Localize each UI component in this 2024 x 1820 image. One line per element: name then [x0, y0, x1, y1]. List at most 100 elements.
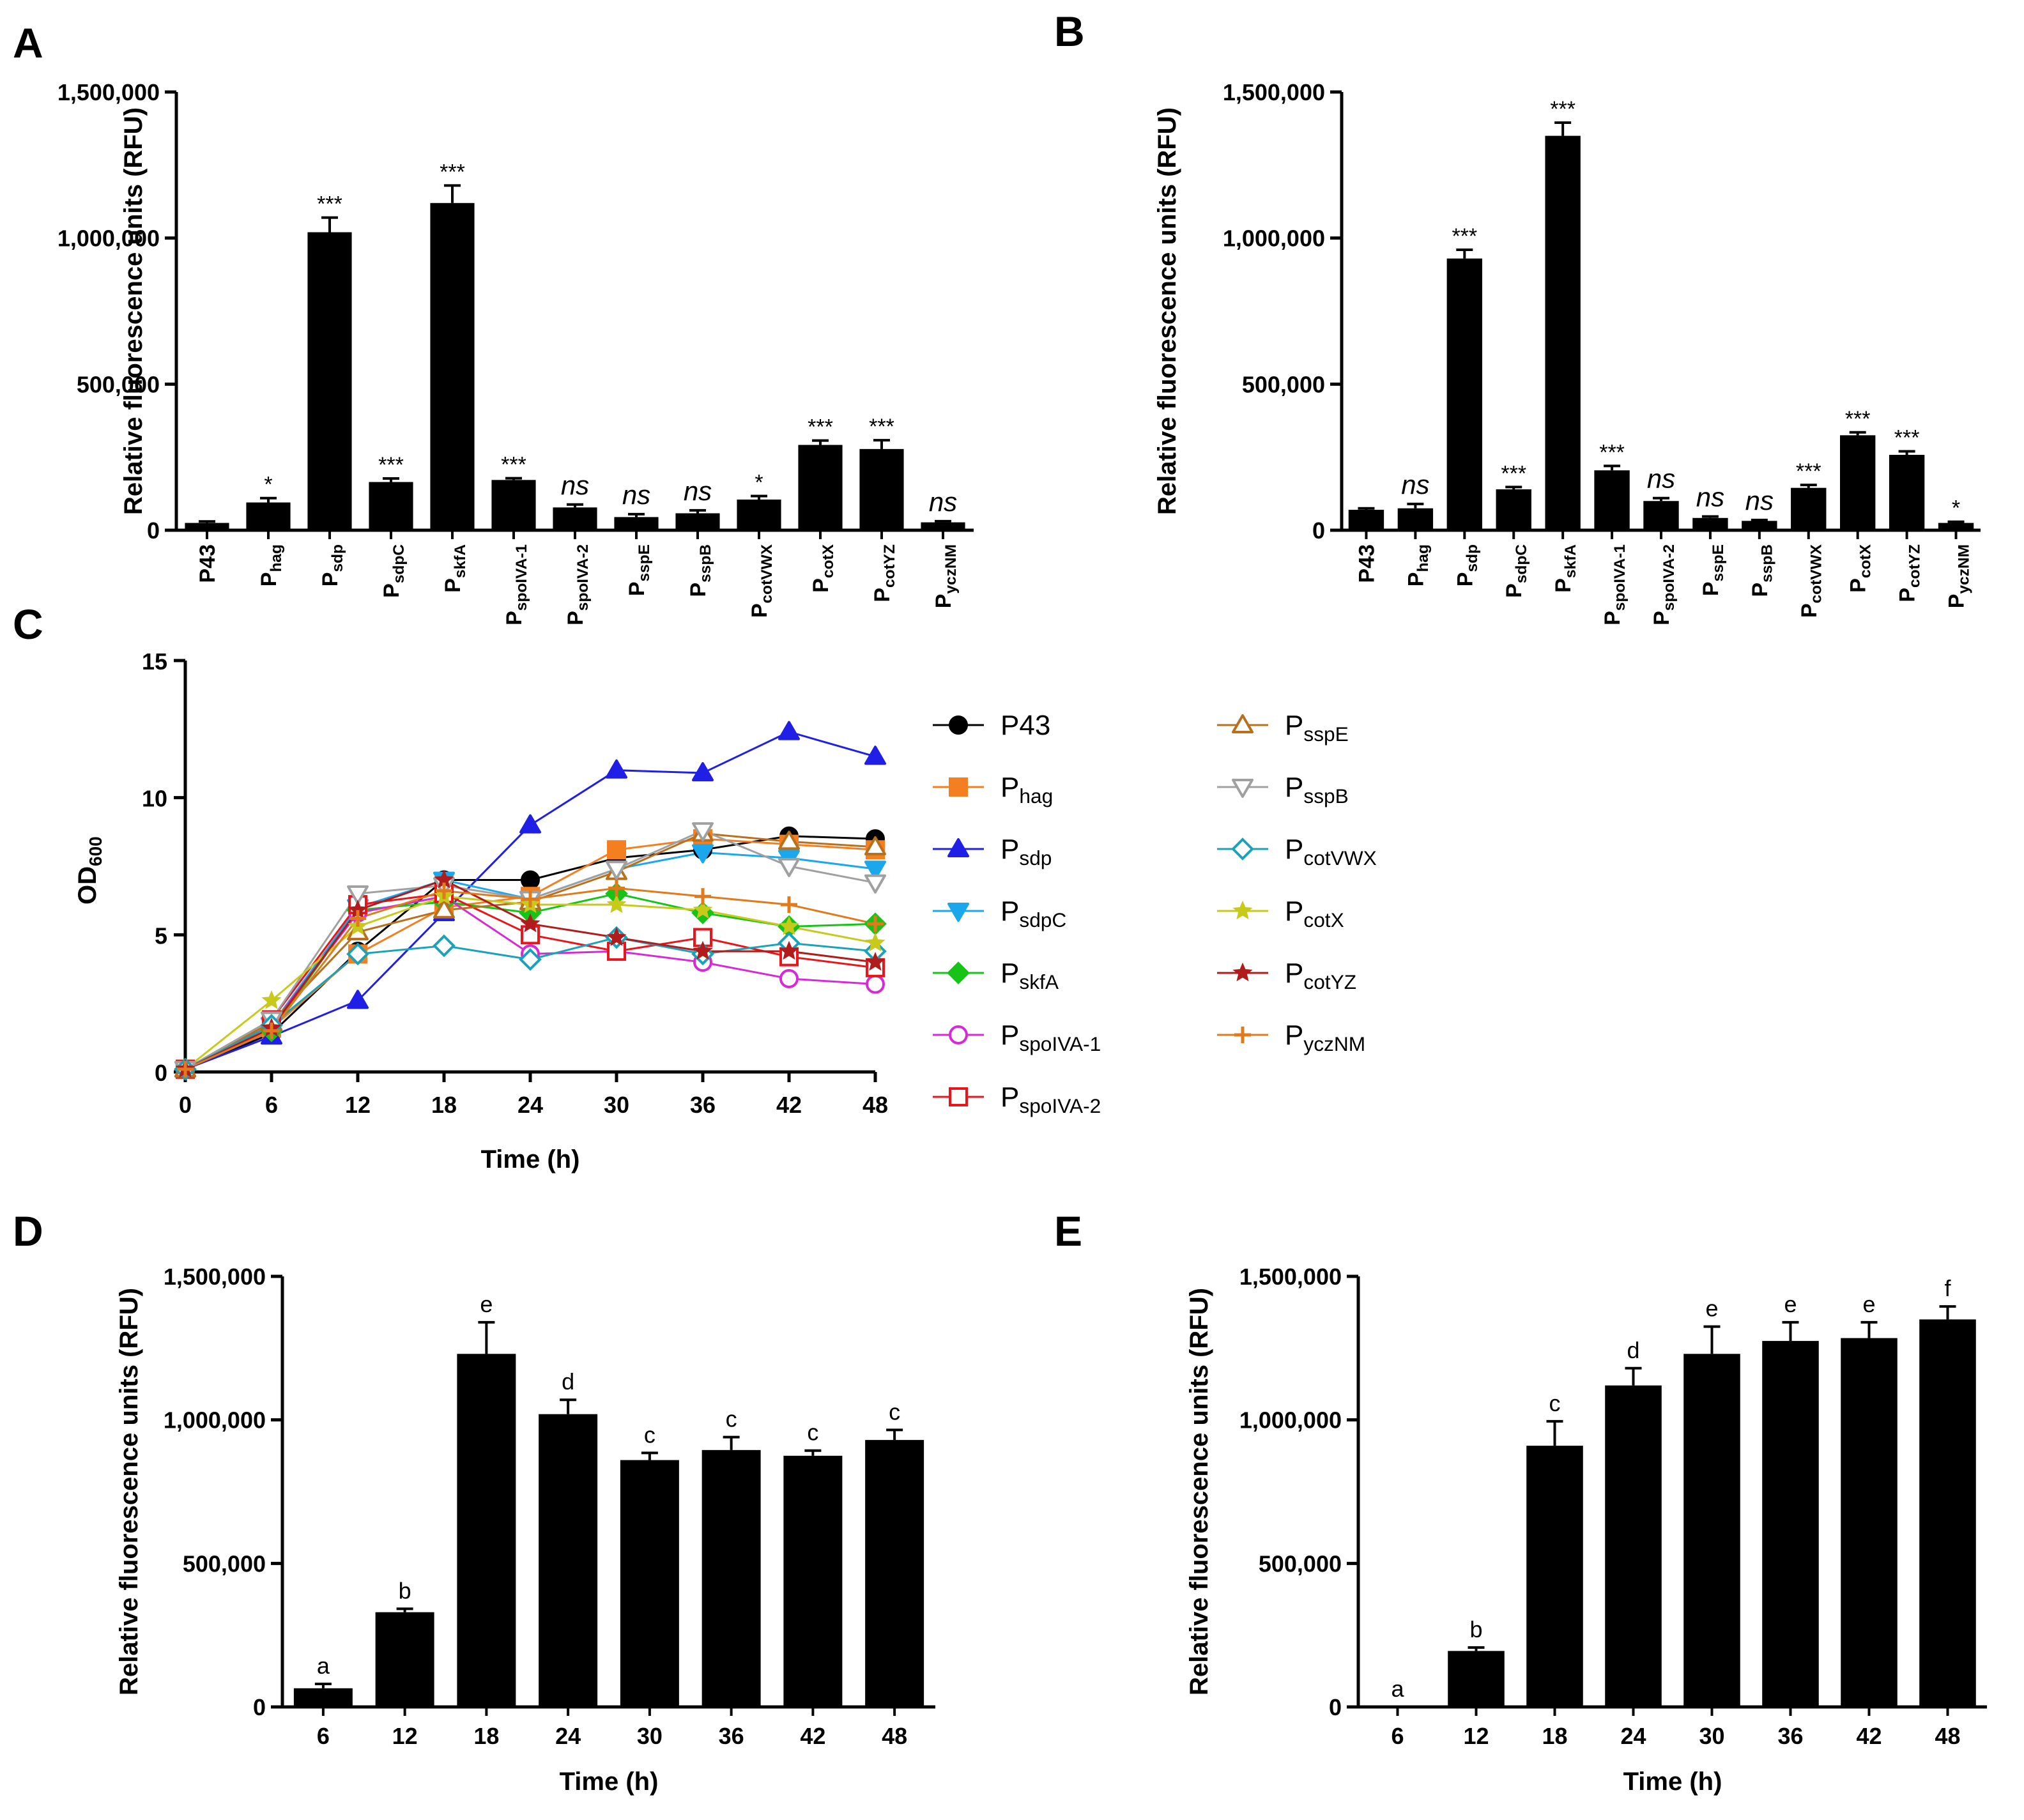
x-category-label: PcotVWX — [747, 544, 776, 618]
bar — [1496, 489, 1531, 530]
bar — [1397, 508, 1434, 530]
legend-marker — [1231, 837, 1254, 860]
x-category-label: 42 — [800, 1723, 825, 1749]
x-category-label: Phag — [1404, 544, 1432, 586]
x-category-label-sub: cotYZ — [1906, 544, 1923, 588]
bar — [491, 480, 536, 530]
x-tick-label: 12 — [345, 1092, 371, 1118]
x-category-label: PsspE — [1699, 544, 1727, 596]
legend-marker — [949, 1087, 968, 1106]
legend-entry-sub: cotVWX — [1303, 846, 1376, 869]
data-point — [692, 822, 714, 842]
data-point — [521, 925, 540, 945]
significance-label: * — [755, 470, 763, 494]
data-point — [867, 915, 884, 933]
y-tick-label: 0 — [1312, 517, 1325, 544]
x-tick-label: 18 — [431, 1092, 457, 1118]
x-category-label-main: P — [625, 581, 649, 596]
x-axis-label: Time (h) — [560, 1768, 659, 1796]
x-category-label: P43 — [195, 544, 220, 583]
group-letter: d — [1627, 1337, 1639, 1363]
x-tick-label: 36 — [690, 1092, 716, 1118]
legend-entry-main: P — [1285, 896, 1303, 927]
data-point — [520, 913, 540, 933]
x-category-label: 36 — [719, 1723, 744, 1749]
y-tick-label: 15 — [142, 648, 167, 675]
y-axis-label: OD600 — [73, 836, 105, 905]
legend-entry-sub: sspE — [1303, 723, 1348, 746]
significance-label: *** — [1894, 426, 1920, 450]
data-point — [865, 932, 885, 952]
x-category-label: PskfA — [441, 544, 469, 593]
x-category-label-sub: sspE — [1710, 544, 1727, 581]
bar — [1594, 470, 1630, 530]
bar — [1919, 1319, 1976, 1707]
x-category-label-main: P — [379, 583, 404, 598]
x-tick-label: 24 — [518, 1092, 543, 1118]
group-letter: e — [1705, 1296, 1718, 1322]
x-category-label: PskfA — [1551, 544, 1579, 593]
data-point — [778, 858, 800, 877]
x-category-label-sub: spoIVA-2 — [1660, 544, 1678, 611]
y-axis-label: Relative fluorescence units (RFU) — [119, 107, 148, 515]
panel-e-chart: E 0 500,000 1,000,000 1,500,000 Relative fluo… — [1054, 1207, 1987, 1796]
x-category-label-sub: skfA — [452, 544, 469, 578]
x-category-label: PcotX — [1846, 544, 1874, 592]
data-point — [606, 894, 627, 914]
x-category-label-sub: skfA — [1562, 544, 1579, 578]
legend-entry-main: P — [1000, 1082, 1019, 1113]
panel-label-d: D — [13, 1207, 43, 1255]
data-point — [779, 969, 799, 989]
bar — [1643, 501, 1679, 530]
y-tick-label: 10 — [142, 786, 167, 812]
y-axis-label: Relative fluorescence units (RFU) — [1153, 107, 1181, 515]
x-category-label: PspoIVA-1 — [1600, 544, 1629, 625]
significance-label: *** — [869, 415, 894, 439]
x-category-label-main: P — [502, 611, 526, 625]
legend-entry: PcotYZ — [1285, 958, 1356, 993]
group-letter: e — [1784, 1291, 1797, 1317]
data-point — [346, 942, 369, 966]
bar — [737, 499, 781, 530]
data-point — [694, 888, 711, 905]
significance-label: *** — [1845, 407, 1871, 431]
significance-label: *** — [1599, 440, 1625, 464]
data-point — [866, 974, 885, 994]
data-point — [864, 746, 886, 765]
legend-entry-sub: yczNM — [1303, 1032, 1365, 1055]
y-tick-label: 1,000,000 — [57, 226, 160, 252]
legend-entry-main: P — [1000, 958, 1019, 989]
x-category-label-main: P — [1945, 594, 1969, 609]
x-category-label: PyczNM — [931, 544, 960, 608]
y-axis-label-sub: 600 — [86, 836, 105, 866]
x-category-label-main: P — [257, 572, 281, 587]
x-category-label-sub: cotVWX — [758, 544, 776, 603]
legend-marker — [1232, 900, 1253, 920]
data-point — [433, 934, 456, 958]
bar — [865, 1440, 924, 1707]
legend-entry: PspoIVA-1 — [1000, 1020, 1101, 1055]
legend-entry-sub: spoIVA-2 — [1019, 1094, 1101, 1117]
panel-label-c: C — [13, 600, 43, 648]
x-category-label: PspoIVA-2 — [1650, 544, 1678, 625]
data-point — [693, 940, 713, 960]
legend-entry: PcotVWX — [1285, 834, 1377, 869]
x-category-label: PsdpC — [1502, 544, 1530, 598]
data-point — [433, 899, 455, 919]
x-category-label-sub: sdpC — [1513, 544, 1530, 583]
legend-marker — [947, 838, 969, 857]
bar — [430, 203, 475, 531]
legend-entry-main: P — [1000, 1020, 1019, 1051]
x-category-label-main: P — [1896, 588, 1920, 602]
x-category-label-sub: cotX — [1857, 544, 1874, 578]
panel-label-b: B — [1054, 8, 1085, 55]
x-category-label-main: P — [1502, 583, 1526, 598]
x-category-label-main: P — [1797, 603, 1821, 618]
legend-marker — [947, 961, 970, 984]
x-category-label-main: P — [1846, 578, 1871, 593]
x-category-label-sub: hag — [268, 544, 285, 572]
x-category-label: PsspE — [625, 544, 653, 596]
x-category-label-sub: spoIVA-1 — [513, 544, 530, 611]
x-category-label: P43 — [1354, 544, 1379, 583]
